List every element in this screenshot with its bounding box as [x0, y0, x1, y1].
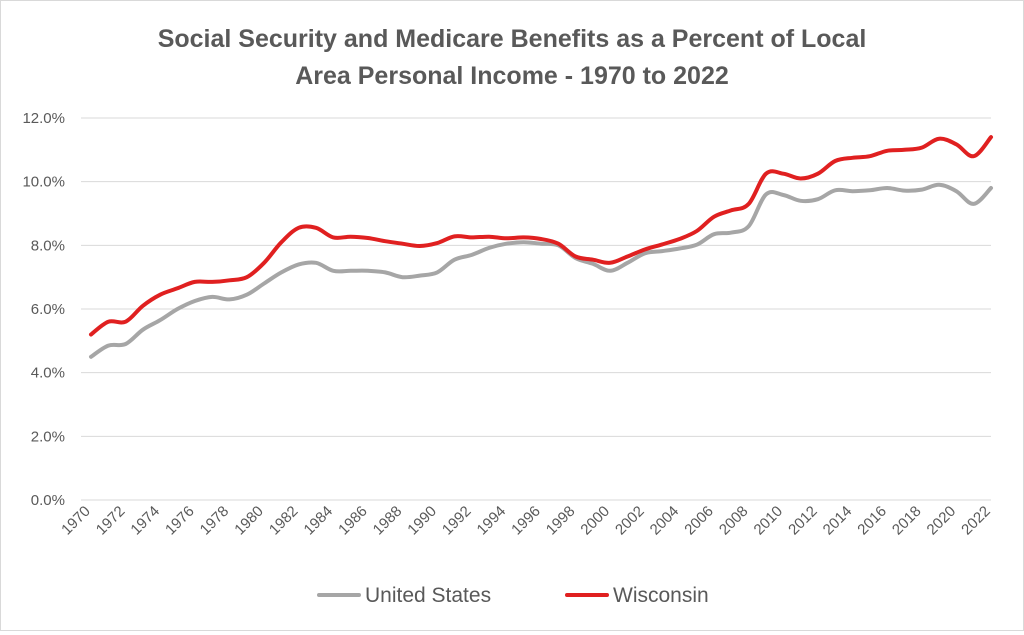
x-tick-label: 2010: [751, 503, 787, 539]
x-tick-label: 1998: [543, 503, 579, 539]
y-tick-label: 0.0%: [31, 492, 65, 509]
x-tick-label: 2000: [577, 503, 613, 539]
x-tick-label: 2014: [820, 503, 856, 539]
x-tick-label: 1996: [508, 503, 544, 539]
y-tick-label: 6.0%: [31, 301, 65, 318]
x-tick-label: 1982: [266, 503, 302, 539]
x-axis-ticks: 1970197219741976197819801982198419861988…: [58, 503, 994, 539]
y-tick-label: 12.0%: [22, 110, 65, 127]
legend-label: United States: [365, 584, 491, 607]
x-tick-label: 1990: [404, 503, 440, 539]
x-tick-label: 1994: [474, 503, 510, 539]
legend-item-wisconsin: Wisconsin: [565, 584, 709, 607]
x-tick-label: 1984: [301, 503, 337, 539]
legend-label: Wisconsin: [613, 584, 709, 607]
x-tick-label: 1980: [231, 503, 267, 539]
y-axis-ticks: 0.0% 2.0% 4.0% 6.0% 8.0% 10.0% 12.0%: [22, 110, 65, 509]
x-tick-label: 1976: [162, 503, 198, 539]
x-tick-label: 2018: [889, 503, 925, 539]
y-tick-label: 2.0%: [31, 428, 65, 445]
x-tick-label: 2022: [958, 503, 994, 539]
x-tick-label: 1988: [370, 503, 406, 539]
x-tick-label: 1978: [197, 503, 233, 539]
gridlines: [81, 117, 991, 501]
x-tick-label: 2020: [924, 503, 960, 539]
y-tick-label: 8.0%: [31, 237, 65, 254]
y-tick-label: 10.0%: [22, 174, 65, 191]
chart-title-line-2: Area Personal Income - 1970 to 2022: [295, 62, 729, 90]
chart-title-line-1: Social Security and Medicare Benefits as…: [158, 25, 867, 53]
x-tick-label: 1974: [127, 503, 163, 539]
y-tick-label: 4.0%: [31, 365, 65, 382]
series-line-united-states: [89, 182, 993, 359]
x-tick-label: 2012: [785, 503, 821, 539]
x-tick-label: 1986: [335, 503, 371, 539]
legend: United States Wisconsin: [317, 584, 709, 607]
x-tick-label: 2002: [612, 503, 648, 539]
series-lines: [89, 135, 993, 359]
series-line-wisconsin: [89, 135, 993, 337]
x-tick-label: 2004: [647, 503, 683, 539]
legend-item-united-states: United States: [317, 584, 491, 607]
x-tick-label: 2016: [854, 503, 890, 539]
x-tick-label: 1972: [93, 503, 129, 539]
x-tick-label: 2006: [681, 503, 717, 539]
x-tick-label: 2008: [716, 503, 752, 539]
x-tick-label: 1992: [439, 503, 475, 539]
